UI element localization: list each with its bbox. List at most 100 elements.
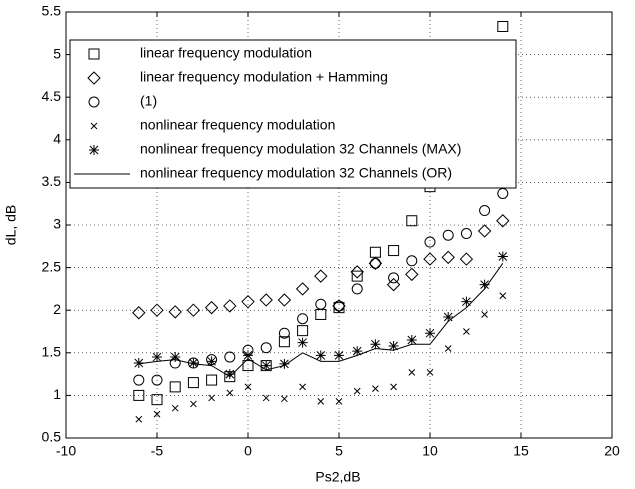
legend-label: nonlinear frequency modulation: [140, 117, 335, 133]
legend-label: linear frequency modulation + Hamming: [140, 69, 388, 85]
data-point: [171, 404, 179, 412]
data-point: [206, 356, 217, 367]
data-point: [132, 306, 146, 320]
data-point: [261, 360, 272, 371]
data-point: [224, 351, 236, 363]
data-point: [368, 256, 383, 271]
legend-box: [69, 39, 517, 189]
data-point: [388, 245, 400, 257]
data-point: [388, 340, 399, 351]
data-point: [423, 252, 437, 266]
data-point: [262, 394, 270, 402]
data-point: [244, 383, 252, 391]
data-point: [406, 255, 418, 267]
data-point: [150, 303, 164, 317]
y-axis-label: dL, dB: [3, 205, 19, 245]
data-point: [424, 236, 436, 248]
y-tick-label: 4.5: [42, 88, 62, 104]
data-point: [461, 296, 472, 307]
data-point: [479, 279, 490, 290]
data-point: [350, 265, 364, 279]
data-point: [425, 328, 435, 339]
data-point: [226, 389, 234, 397]
y-tick-label: 5: [53, 45, 61, 61]
data-point: [390, 383, 397, 391]
data-point: [153, 410, 161, 418]
data-point: [281, 395, 288, 403]
data-point: [499, 292, 507, 300]
data-point: [151, 394, 163, 406]
y-tick-label: 4: [53, 131, 61, 147]
data-point: [477, 224, 492, 238]
data-point: [170, 352, 181, 363]
legend-marker: [88, 48, 100, 60]
data-point: [223, 299, 237, 313]
data-point: [497, 251, 508, 262]
data-point: [444, 345, 452, 352]
data-point: [278, 336, 290, 348]
data-point: [152, 352, 162, 363]
data-point: [353, 387, 361, 395]
data-point: [351, 270, 363, 282]
legend-label: nonlinear frequency modulation 32 Channe…: [140, 165, 452, 181]
data-point: [332, 299, 346, 313]
x-tick-label: 5: [335, 443, 343, 459]
legend-label: (1): [140, 93, 157, 109]
data-point: [426, 369, 434, 376]
data-point: [406, 215, 418, 227]
data-point: [260, 342, 272, 354]
data-point: [299, 383, 306, 391]
legend-marker: [90, 122, 98, 130]
legend-marker: [88, 96, 100, 108]
data-point: [441, 250, 455, 265]
data-point: [295, 282, 310, 296]
data-point: [187, 377, 199, 389]
data-point: [204, 300, 219, 315]
data-point: [479, 205, 491, 217]
x-tick-label: 0: [244, 443, 252, 459]
data-point: [372, 385, 379, 392]
y-tick-label: 2: [53, 301, 61, 317]
data-point: [405, 267, 419, 282]
data-point: [168, 305, 182, 319]
data-point: [481, 311, 488, 318]
x-tick-label: -10: [56, 443, 76, 459]
y-tick-label: 3: [53, 216, 61, 232]
plot-frame: [65, 11, 613, 439]
x-axis-label: Ps2,dB: [315, 469, 360, 485]
data-point: [279, 358, 290, 369]
data-point: [297, 325, 309, 337]
y-tick-label: 1.5: [42, 344, 62, 360]
y-tick-label: 5.5: [42, 3, 62, 19]
data-point: [208, 394, 215, 402]
data-point: [351, 283, 363, 295]
data-point: [277, 293, 292, 307]
legend-label: linear frequency modulation: [140, 45, 312, 61]
data-point: [335, 398, 343, 405]
legend-marker: [89, 145, 99, 155]
data-point: [408, 369, 416, 376]
data-point: [352, 346, 363, 357]
data-point: [206, 374, 218, 386]
data-point: [133, 374, 145, 386]
data-point: [190, 400, 197, 408]
y-tick-label: 0.5: [42, 429, 62, 445]
x-tick-label: 15: [513, 443, 529, 459]
data-point: [242, 360, 254, 372]
data-point: [241, 294, 255, 309]
data-point: [317, 398, 325, 405]
x-tick-label: 20: [604, 443, 620, 459]
data-point: [224, 369, 235, 380]
x-tick-label: -5: [151, 443, 164, 459]
data-point: [369, 257, 381, 269]
y-tick-label: 3.5: [42, 173, 62, 189]
data-point: [188, 358, 199, 369]
data-point: [315, 298, 327, 310]
legend-marker: [87, 71, 101, 85]
data-point: [406, 335, 417, 346]
data-point: [370, 339, 381, 350]
data-point: [297, 313, 309, 325]
data-point: [243, 350, 253, 361]
x-tick-label: 10: [422, 443, 438, 459]
